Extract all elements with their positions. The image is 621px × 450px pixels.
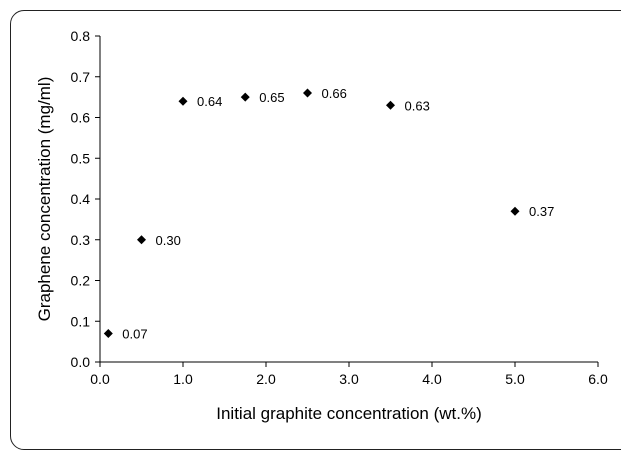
data-labels: 0.07 0.30 0.64 0.65 0.66 0.63 0.37 [122, 86, 554, 341]
data-label: 0.37 [529, 204, 554, 219]
data-point [303, 88, 312, 98]
y-tick-label: 0.2 [71, 273, 91, 289]
y-tick-label: 0.1 [71, 313, 91, 329]
x-tick-label: 6.0 [588, 371, 608, 387]
y-tick-label: 0.0 [71, 354, 91, 370]
y-ticks: 0.0 0.1 0.2 0.3 0.4 0.5 0.6 0.7 0.8 [71, 28, 100, 370]
scatter-chart: 0.0 0.1 0.2 0.3 0.4 0.5 0.6 0.7 0.8 0.0 1.0 2.0 3.0… [35, 28, 608, 423]
data-label: 0.63 [405, 98, 430, 113]
y-axis-title: Graphene concentration (mg/ml) [35, 77, 54, 322]
data-point [510, 206, 520, 216]
data-label: 0.66 [322, 86, 347, 101]
x-ticks: 0.0 1.0 2.0 3.0 4.0 5.0 6.0 [90, 362, 608, 387]
x-tick-label: 3.0 [339, 371, 359, 387]
y-tick-label: 0.8 [71, 28, 91, 44]
y-tick-label: 0.4 [71, 191, 91, 207]
x-tick-label: 0.0 [90, 371, 110, 387]
x-tick-label: 1.0 [173, 371, 193, 387]
data-label: 0.64 [197, 94, 222, 109]
axes [99, 36, 598, 363]
x-tick-label: 2.0 [256, 371, 276, 387]
data-point [178, 96, 188, 106]
data-point [103, 328, 113, 338]
x-axis-title: Initial graphite concentration (wt.%) [216, 404, 482, 423]
data-point [386, 100, 395, 110]
data-point [240, 92, 250, 102]
data-point [137, 235, 146, 245]
data-points [103, 88, 520, 338]
x-tick-label: 5.0 [505, 371, 525, 387]
y-tick-label: 0.6 [71, 110, 91, 126]
data-label: 0.07 [122, 326, 147, 341]
y-tick-label: 0.7 [71, 69, 91, 85]
data-label: 0.30 [156, 233, 181, 248]
y-tick-label: 0.3 [71, 232, 91, 248]
y-tick-label: 0.5 [71, 150, 91, 166]
data-label: 0.65 [259, 90, 284, 105]
x-tick-label: 4.0 [422, 371, 442, 387]
